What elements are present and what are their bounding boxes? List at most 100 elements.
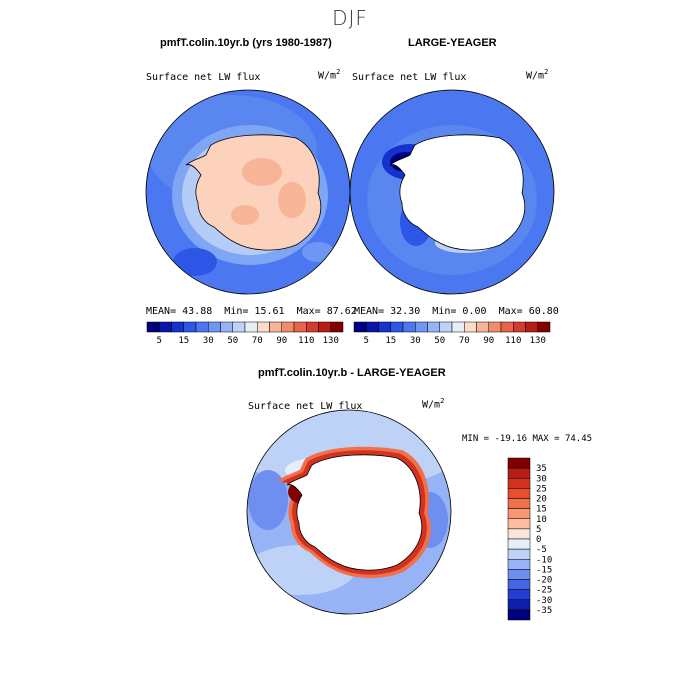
panel-diff-units-exp: 2: [440, 397, 445, 405]
colorbar-swatch: [306, 321, 319, 333]
obs-min-label: Min=: [432, 306, 457, 317]
colorbar-swatch: [390, 321, 404, 333]
colorbar-tick-label: 5: [157, 336, 162, 346]
colorbar-swatch: [427, 321, 440, 333]
colorbar-swatch: [366, 321, 379, 333]
colorbar-swatch: [507, 498, 531, 509]
panel-model-title: pmfT.colin.10yr.b (yrs 1980-1987): [160, 37, 332, 49]
panel-diff-minmax: MIN = -19.16 MAX = 74.45: [462, 434, 593, 444]
colorbar-tick-label: 15: [385, 336, 396, 346]
colorbar-tick-label: 35: [536, 464, 547, 474]
colorbar-tick-label: -25: [536, 586, 552, 596]
map-model-shading: [242, 158, 282, 186]
colorbar-swatch: [507, 467, 531, 479]
model-min-value: 15.61: [254, 306, 285, 317]
colorbar-swatch: [507, 538, 531, 550]
colorbar-tick-label: -5: [536, 545, 547, 555]
panel-model-units-base: W/m: [318, 70, 337, 82]
colorbar-swatch: [476, 321, 489, 333]
colorbar-swatch: [171, 321, 184, 333]
colorbar-tick-label: 30: [203, 336, 214, 346]
colorbar-swatch: [464, 321, 477, 333]
colorbar-tick-label: -20: [536, 576, 552, 586]
colorbar-tick-label: 110: [505, 336, 521, 346]
colorbar-swatch: [402, 321, 416, 333]
colorbar-swatch: [220, 321, 233, 333]
colorbar-tick-label: 25: [536, 484, 547, 494]
figure-title: DJF: [332, 6, 368, 30]
colorbar-swatch: [415, 321, 428, 333]
colorbar-obs: 5 15 30 50 70 90 110 130: [353, 321, 551, 346]
model-mean-value: 43.88: [182, 306, 213, 317]
colorbar-swatch: [159, 321, 172, 333]
colorbar-swatch: [507, 528, 531, 540]
colorbar-swatch: [507, 518, 531, 530]
map-model-shading: [278, 182, 306, 218]
colorbar-swatch: [507, 508, 531, 519]
colorbar-swatch: [507, 478, 531, 489]
colorbar-tick-label: -10: [536, 555, 552, 565]
colorbar-swatch: [507, 589, 531, 600]
colorbar-tick-label: 70: [459, 336, 470, 346]
panel-diff-title: pmfT.colin.10yr.b - LARGE-YEAGER: [258, 367, 446, 379]
colorbar-swatch: [525, 321, 538, 333]
obs-max-value: 60.80: [528, 306, 559, 317]
obs-max-label: Max=: [498, 306, 523, 317]
colorbar-tick-label: 130: [530, 336, 546, 346]
colorbar-tick-label: 10: [536, 515, 547, 525]
colorbar-tick-label: 0: [536, 535, 541, 545]
colorbar-swatch: [330, 321, 344, 333]
panel-obs-units-exp: 2: [544, 68, 549, 76]
colorbar-swatch: [353, 321, 367, 333]
colorbar-swatch: [232, 321, 246, 333]
colorbar-tick-label: -35: [536, 606, 552, 616]
map-model: [145, 89, 351, 295]
colorbar-swatch: [281, 321, 295, 333]
panel-model-variable: Surface net LW flux: [146, 72, 261, 83]
colorbar-swatch: [513, 321, 526, 333]
model-min-label: Min=: [224, 306, 249, 317]
panel-model-units-exp: 2: [336, 68, 341, 76]
colorbar-swatch: [500, 321, 514, 333]
colorbar-swatch: [507, 488, 531, 499]
colorbar-swatch: [378, 321, 391, 333]
colorbar-swatch: [507, 609, 531, 621]
colorbar-tick-label: 50: [434, 336, 445, 346]
colorbar-swatch: [507, 548, 531, 560]
colorbar-tick-label: -15: [536, 565, 552, 575]
colorbar-model: 5 15 30 50 70 90 110 130: [146, 321, 344, 346]
model-max-label: Max=: [296, 306, 321, 317]
map-obs-border: [349, 89, 555, 295]
colorbar-tick-label: 90: [483, 336, 494, 346]
model-max-value: 87.62: [326, 306, 357, 317]
colorbar-swatch: [488, 321, 502, 333]
panel-diff-variable: Surface net LW flux: [248, 401, 363, 412]
panel-model-units: W/m2: [318, 68, 340, 81]
colorbar-swatch: [507, 569, 531, 580]
colorbar-tick-label: 5: [536, 525, 541, 535]
model-mean-label: MEAN=: [146, 306, 177, 317]
colorbar-tick-label: 90: [276, 336, 287, 346]
colorbar-tick-label: 130: [323, 336, 339, 346]
colorbar-swatch: [293, 321, 307, 333]
colorbar-swatch: [195, 321, 209, 333]
colorbar-swatch: [439, 321, 453, 333]
colorbar-swatch: [208, 321, 221, 333]
panel-obs-units-base: W/m: [526, 70, 545, 82]
colorbar-swatch: [318, 321, 331, 333]
colorbar-swatch: [507, 579, 531, 590]
panel-obs-title: LARGE-YEAGER: [408, 37, 497, 49]
map-model-shading: [173, 248, 217, 276]
colorbar-tick-label: 30: [536, 474, 547, 484]
map-model-shading: [302, 242, 334, 262]
colorbar-tick-label: 50: [227, 336, 238, 346]
colorbar-swatch: [507, 599, 531, 611]
map-diff: [246, 409, 452, 615]
colorbar-tick-label: 15: [536, 505, 547, 515]
colorbar-swatch: [507, 457, 531, 469]
colorbar-swatch: [507, 559, 531, 570]
obs-min-value: 0.00: [462, 306, 487, 317]
map-model-shading: [231, 205, 259, 225]
